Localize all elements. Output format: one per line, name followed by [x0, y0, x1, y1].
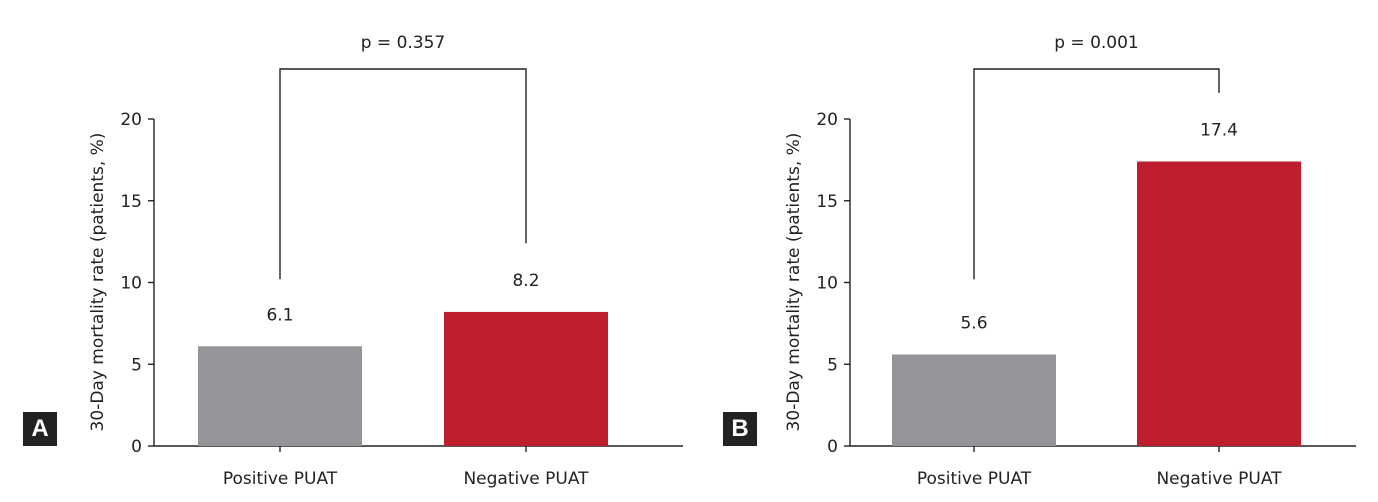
- bar-value-label: 8.2: [512, 271, 539, 291]
- panel-label-b: B: [723, 412, 757, 446]
- x-tick-label: Positive PUAT: [917, 469, 1032, 489]
- y-tick-label: 20: [816, 110, 838, 130]
- bar-positive-puat: [198, 346, 362, 446]
- bar-value-label: 6.1: [266, 305, 293, 325]
- y-tick-label: 0: [131, 437, 142, 457]
- chart-panel-b: B 30-Day mortality rate (patients, %) 0 5…: [689, 0, 1378, 502]
- y-tick-label: 5: [131, 355, 142, 375]
- y-tick-label: 15: [816, 192, 838, 212]
- bar-positive-puat: [892, 354, 1056, 446]
- significance-bracket: [973, 68, 1220, 280]
- significance-bracket: [279, 68, 527, 280]
- bar-negative-puat: [444, 311, 608, 446]
- x-tick-label: Negative PUAT: [463, 469, 589, 489]
- bar-negative-puat: [1137, 161, 1301, 446]
- bar-chart-b: 0 5 10 15 20 Positive PUAT 5.6 Negative PUAT 17.…: [816, 33, 1356, 489]
- y-tick-label: 20: [120, 110, 142, 130]
- y-tick-label: 5: [827, 355, 838, 375]
- bar-value-label: 17.4: [1200, 121, 1238, 141]
- bar-chart-a: 0 5 10 15 20 Positive PUAT 6.1 Negative PUAT 8.2…: [120, 33, 683, 489]
- bar-value-label: 5.6: [960, 313, 987, 333]
- x-tick-label: Negative PUAT: [1156, 469, 1282, 489]
- y-axis-label-b: 30-Day mortality rate (patients, %): [784, 132, 804, 432]
- y-tick-label: 10: [120, 274, 142, 294]
- p-value-label: p = 0.357: [361, 33, 446, 53]
- chart-panel-a: A 30-Day mortality rate (patients, %) 0 5…: [23, 33, 683, 489]
- panel-label-a: A: [23, 412, 57, 446]
- p-value-label: p = 0.001: [1054, 33, 1139, 53]
- y-tick-label: 10: [816, 274, 838, 294]
- x-tick-label: Positive PUAT: [223, 469, 338, 489]
- y-tick-label: 0: [827, 437, 838, 457]
- y-tick-label: 15: [120, 192, 142, 212]
- y-axis-label-a: 30-Day mortality rate (patients, %): [88, 132, 108, 432]
